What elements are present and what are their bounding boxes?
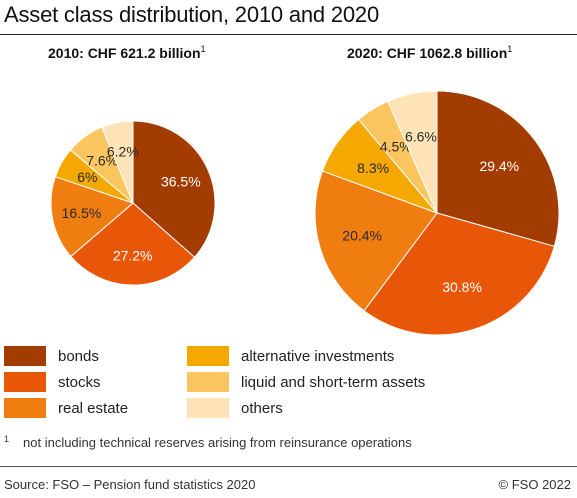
legend-item-real-estate: real estate <box>4 398 128 418</box>
pie-2020-label-stocks: 30.8% <box>442 279 482 295</box>
legend-item-stocks: stocks <box>4 372 101 392</box>
legend-label: real estate <box>58 399 129 417</box>
legend-label: liquid and short-term assets <box>241 373 426 391</box>
page-title: Asset class distribution, 2010 and 2020 <box>4 2 379 27</box>
pie-2010-slice-bonds <box>132 120 216 258</box>
pie-2020-label-others: 6.6% <box>405 129 437 145</box>
pie-2020-label-bonds: 29.4% <box>479 158 519 174</box>
legend-label: alternative investments <box>241 347 395 365</box>
legend-item-bonds: bonds <box>4 346 99 366</box>
source-note: Source: FSO – Pension fund statistics 20… <box>4 477 256 492</box>
legend-label: others <box>241 399 283 417</box>
pie-2020-label-alternative-investments: 8.3% <box>357 160 389 176</box>
footer-divider <box>0 466 577 467</box>
footnote-text: not including technical reserves arising… <box>23 435 412 450</box>
pie-2010-label-others: 6.2% <box>107 144 139 160</box>
legend-swatch <box>187 398 229 418</box>
legend-swatch <box>187 346 229 366</box>
pie-2010-label-stocks: 27.2% <box>113 247 153 263</box>
legend-label: stocks <box>58 373 101 391</box>
pie-title-2010: 2010: CHF 621.2 billion1 <box>48 44 206 61</box>
pie-2010-slice-real-estate <box>50 176 134 258</box>
legend-swatch <box>4 372 46 392</box>
pie-charts: 36.5% 27.2% 16.5% 6%7.6%6.2% 29.4% 30.8% 20.4%… <box>50 90 560 336</box>
pie-2010-slice-others <box>101 120 134 204</box>
pie-2020-slice-others <box>387 90 438 214</box>
footnote-mark: 1 <box>4 434 10 444</box>
pie-title-2010-text: 2010: CHF 621.2 billion <box>48 45 201 61</box>
pie-2020-slice-stocks <box>363 212 555 336</box>
footnote: 1 not including technical reserves arisin… <box>4 434 412 450</box>
pie-2010-label-bonds: 36.5% <box>161 173 201 189</box>
pie-2010-label-liquid-and-short-term-assets: 7.6% <box>86 153 118 169</box>
copyright: © FSO 2022 <box>498 477 571 492</box>
pie-title-2020-footnote-mark: 1 <box>507 44 513 54</box>
pie-title-2010-footnote-mark: 1 <box>200 44 206 54</box>
legend-item-alternative-investments: alternative investments <box>187 346 394 366</box>
legend-swatch <box>4 398 46 418</box>
pie-2020-slice-bonds <box>436 90 560 247</box>
legend-label: bonds <box>58 347 99 365</box>
pie-2020-label-real-estate: 20.4% <box>342 227 382 243</box>
pie-title-2020: 2020: CHF 1062.8 billion1 <box>347 44 512 61</box>
pie-2010-label-real-estate: 16.5% <box>62 205 102 221</box>
pie-2010-slice-stocks <box>70 202 196 286</box>
legend-item-liquid-and-short-term-assets: liquid and short-term assets <box>187 372 425 392</box>
pie-2020-label-liquid-and-short-term-assets: 4.5% <box>380 139 412 155</box>
pie-2020-slice-real-estate <box>314 170 438 312</box>
title-divider <box>0 34 577 35</box>
legend-item-others: others <box>187 398 283 418</box>
legend-swatch <box>187 372 229 392</box>
pie-2010-label-alternative-investments: 6% <box>77 169 97 185</box>
pie-title-2020-text: 2020: CHF 1062.8 billion <box>347 45 508 61</box>
legend-swatch <box>4 346 46 366</box>
